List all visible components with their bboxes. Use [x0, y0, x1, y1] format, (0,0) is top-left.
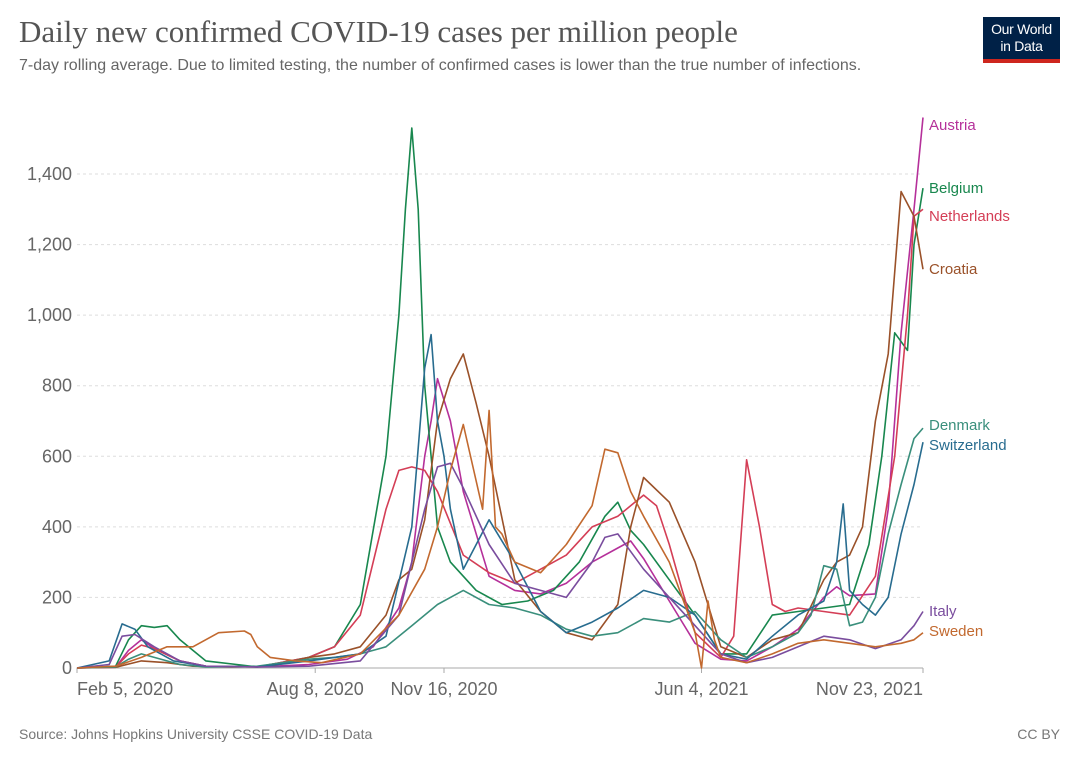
y-axis: 0 200 400 600 800 1,000 1,200 1,400 [27, 164, 72, 678]
x-tick-label: Nov 16, 2020 [390, 679, 497, 699]
series-line-denmark[interactable] [76, 427, 924, 669]
series-label-sweden[interactable]: Sweden [929, 623, 983, 640]
x-axis: Feb 5, 2020 Aug 8, 2020 Nov 16, 2020 Jun 4,… [76, 667, 924, 699]
license-link[interactable]: CC BY [1017, 726, 1060, 742]
series-label-netherlands[interactable]: Netherlands [929, 208, 1010, 225]
series-label-italy[interactable]: Italy [929, 603, 957, 620]
chart-title: Daily new confirmed COVID-19 cases per m… [19, 14, 738, 49]
y-tick-label: 1,400 [27, 164, 72, 184]
y-tick-label: 200 [42, 587, 72, 607]
series-line-austria[interactable] [76, 117, 924, 669]
series-label-denmark[interactable]: Denmark [929, 417, 990, 434]
gridlines [77, 173, 923, 598]
series-lines [76, 117, 924, 669]
x-tick-label: Jun 4, 2021 [654, 679, 748, 699]
logo-line-2: in Data [1000, 38, 1043, 54]
y-tick-label: 600 [42, 446, 72, 466]
series-label-austria[interactable]: Austria [929, 117, 976, 134]
series-line-sweden[interactable] [76, 409, 924, 669]
owid-logo[interactable]: Our World in Data [983, 17, 1060, 63]
logo-line-1: Our World [991, 21, 1052, 37]
series-label-switzerland[interactable]: Switzerland [929, 437, 1007, 454]
chart-subtitle: 7-day rolling average. Due to limited te… [19, 57, 862, 74]
series-line-switzerland[interactable] [76, 333, 924, 669]
series-line-italy[interactable] [76, 462, 924, 669]
x-tick-label: Nov 23, 2021 [816, 679, 923, 699]
y-tick-label: 400 [42, 517, 72, 537]
y-tick-label: 0 [62, 658, 72, 678]
x-tick-label: Aug 8, 2020 [267, 679, 364, 699]
series-line-netherlands[interactable] [76, 208, 924, 669]
x-tick-label: Feb 5, 2020 [77, 679, 173, 699]
y-tick-label: 800 [42, 376, 72, 396]
series-label-belgium[interactable]: Belgium [929, 180, 983, 197]
series-label-croatia[interactable]: Croatia [929, 261, 978, 278]
y-tick-label: 1,000 [27, 305, 72, 325]
series-line-croatia[interactable] [76, 190, 924, 669]
series-line-belgium[interactable] [76, 127, 924, 669]
y-tick-label: 1,200 [27, 235, 72, 255]
source-note[interactable]: Source: Johns Hopkins University CSSE CO… [19, 726, 373, 742]
series-labels: Austria Belgium Netherlands Croatia Denmark S… [929, 117, 1010, 640]
